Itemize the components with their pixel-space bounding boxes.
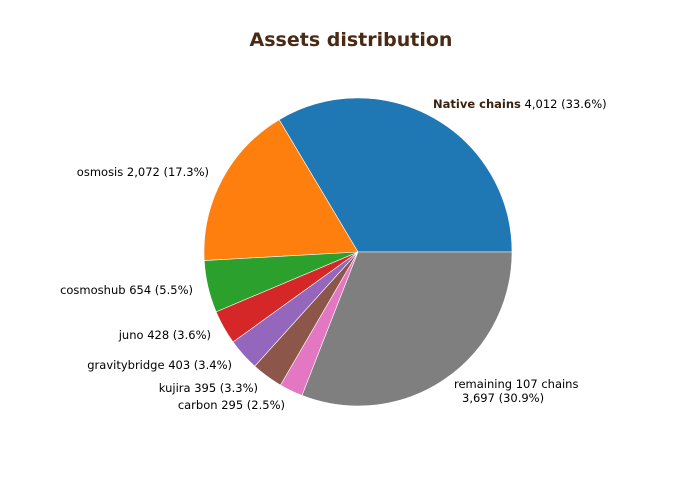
pie-slice-native-chains — [278, 97, 513, 253]
slice-label-osmosis: osmosis 2,072 (17.3%) — [77, 165, 209, 179]
slice-label-kujira: kujira 395 (3.3%) — [159, 381, 258, 395]
slice-label-carbon: carbon 295 (2.5%) — [178, 398, 285, 412]
slice-label-juno: juno 428 (3.6%) — [118, 328, 211, 342]
pie-slices — [203, 97, 513, 407]
pie-slice-osmosis — [203, 119, 359, 261]
slice-label-remaining-107-chains: remaining 107 chains 3,697 (30.9%) — [454, 377, 578, 405]
slice-label-cosmoshub: cosmoshub 654 (5.5%) — [60, 283, 193, 297]
slice-label-gravitybridge: gravitybridge 403 (3.4%) — [87, 358, 232, 372]
pie-labels: Native chains 4,012 (33.6%) osmosis 2,072… — [60, 97, 607, 412]
slice-label-native-chains: Native chains 4,012 (33.6%) — [433, 97, 607, 111]
pie-slice-remaining-107-chains — [301, 251, 513, 407]
chart-title: Assets distribution — [250, 29, 453, 51]
